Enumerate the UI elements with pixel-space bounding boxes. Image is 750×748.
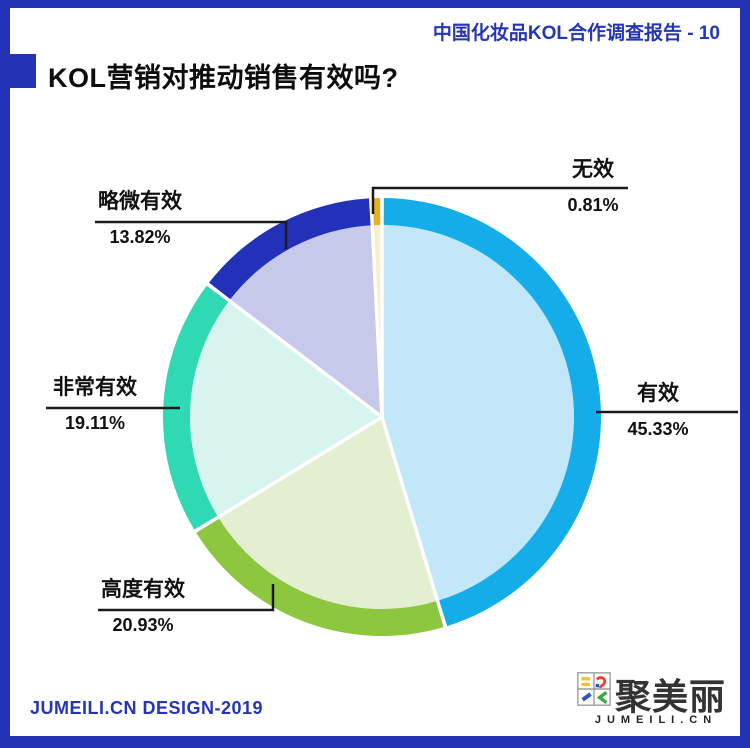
callout-wuxiao: 无效 0.81%	[523, 157, 663, 217]
slice-percent: 19.11%	[64, 413, 126, 433]
pie-ring-4	[372, 198, 381, 226]
slice-percent: 13.82%	[109, 227, 171, 247]
frame-bar-right	[740, 0, 750, 748]
pie-ring-0	[383, 198, 601, 627]
slice-separator	[380, 416, 440, 603]
page-title: KOL营销对推动销售有效吗?	[48, 63, 399, 93]
pie-ring-2	[163, 285, 229, 530]
slice-percent: 45.33%	[627, 419, 689, 439]
frame-bar-bottom	[0, 736, 750, 748]
slice-percent: 20.93%	[112, 615, 174, 635]
pie-slice-0	[382, 225, 574, 601]
logo-brand-text: 聚美丽	[615, 676, 727, 717]
slice-label: 略微有效	[98, 190, 182, 213]
pie-ring-1	[196, 518, 444, 636]
pie-slice-1	[218, 417, 438, 609]
pie-ring-3	[209, 198, 371, 300]
frame-bar-top	[0, 0, 750, 8]
leader-line	[371, 186, 628, 214]
callout-feichangyouxiao: 非常有效 19.11%	[20, 375, 170, 435]
jumeili-logo-icon	[577, 672, 611, 706]
pie-slice-3	[229, 225, 382, 417]
slice-label: 高度有效	[101, 578, 185, 601]
slice-separator	[216, 415, 383, 520]
slice-separator	[370, 224, 384, 418]
slice-label: 非常有效	[53, 376, 137, 399]
frame-bar-left	[0, 0, 10, 748]
design-credit: JUMEILI.CN DESIGN-2019	[30, 698, 264, 718]
slice-label: 无效	[572, 158, 614, 181]
callout-gaoduyouxiao: 高度有效 20.93%	[68, 577, 218, 637]
leader-line	[98, 584, 275, 612]
pie-slice-2	[190, 300, 382, 518]
title-accent-square	[8, 54, 36, 88]
slice-percent: 0.81%	[567, 195, 619, 215]
slice-label: 有效	[637, 382, 679, 405]
report-title: 中国化妆品KOL合作调查报告 - 10	[432, 23, 720, 44]
leader-line	[95, 220, 288, 249]
slice-separator	[227, 298, 384, 419]
callout-lueweiyouxiao: 略微有效 13.82%	[65, 189, 215, 249]
callout-youxiao: 有效 45.33%	[588, 381, 728, 441]
logo-domain-text: JUMEILI.CN	[594, 714, 718, 726]
jumeili-logo: 聚美丽 JUMEILI.CN	[575, 668, 737, 730]
